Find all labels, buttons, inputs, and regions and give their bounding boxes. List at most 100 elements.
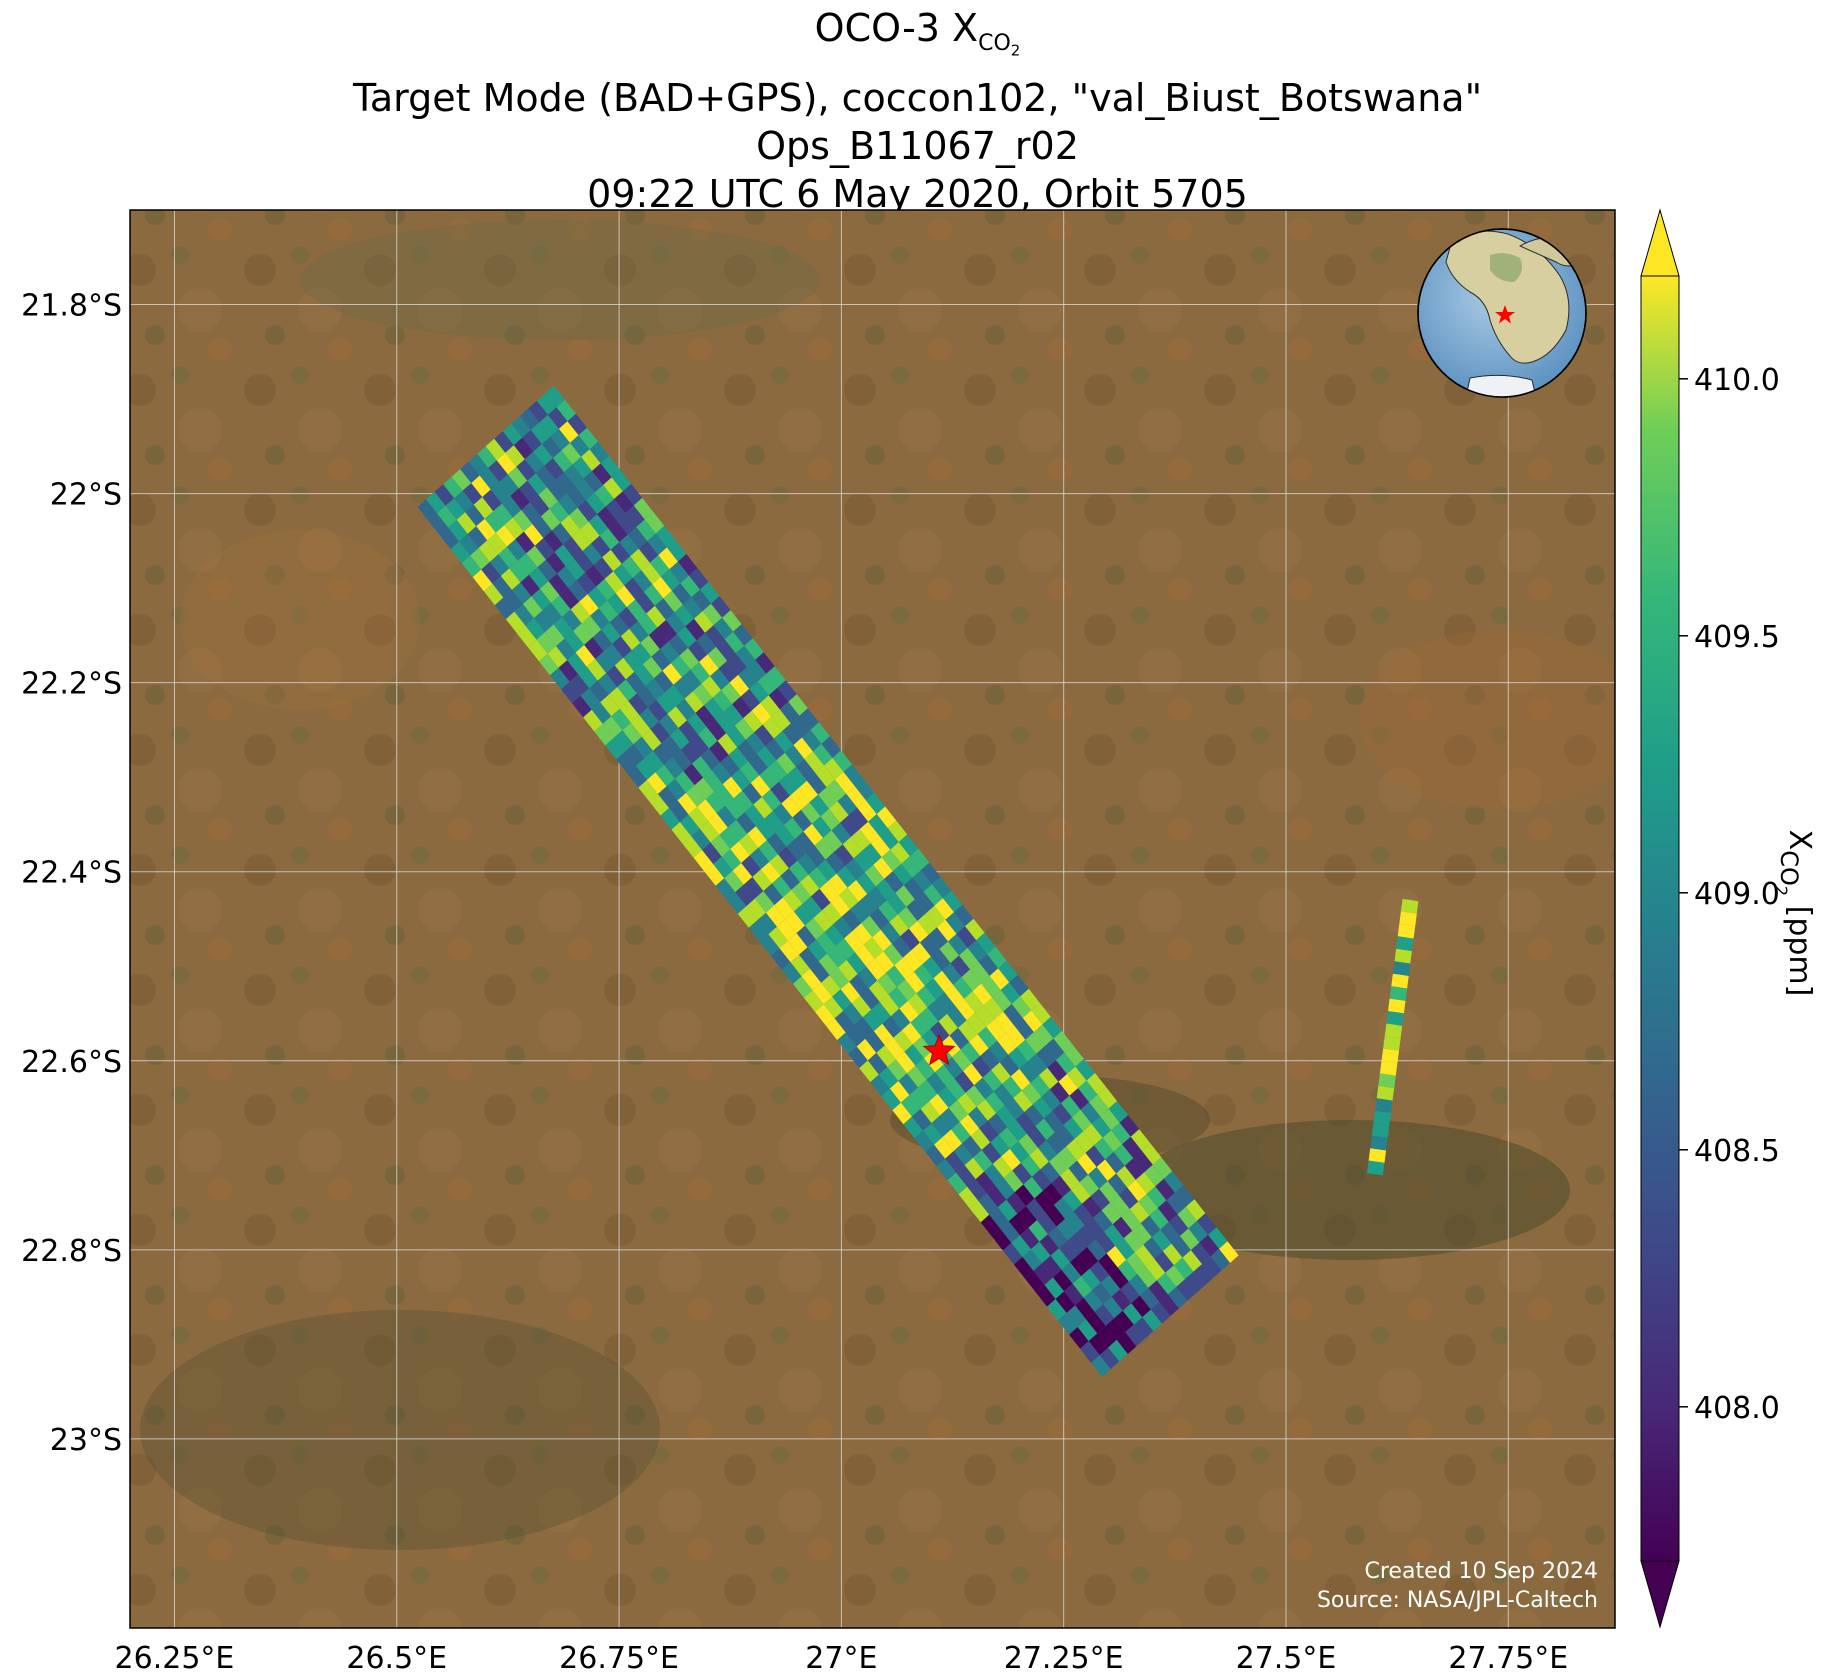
swath-cell — [845, 858, 865, 880]
swath-cell — [760, 861, 781, 884]
swath-cell — [1009, 974, 1029, 997]
swath-cell — [674, 604, 694, 627]
swath-cell — [675, 698, 696, 721]
swath-cell — [832, 989, 852, 1011]
colorbar-tick-label: 408.5 — [1694, 1134, 1780, 1169]
swath-cell — [538, 487, 558, 509]
swath-cell — [704, 864, 725, 886]
swath-cell — [521, 502, 541, 525]
swath-cell — [1370, 1135, 1388, 1151]
swath-cell — [776, 919, 797, 941]
swath-cell — [979, 1120, 999, 1143]
swath-cell — [955, 998, 976, 1021]
swath-cell — [861, 915, 881, 938]
swath-cell — [968, 1106, 988, 1129]
swath-cell — [608, 687, 629, 709]
swath-cell — [732, 696, 752, 719]
swath-cell — [1004, 1098, 1025, 1120]
swath-cell — [1373, 1110, 1391, 1126]
swath-cell — [556, 399, 576, 422]
swath-cell — [1131, 1295, 1151, 1318]
swath-cell — [537, 559, 557, 582]
swath-cell — [724, 631, 745, 654]
swath-cell — [734, 718, 755, 740]
swath-cell — [1046, 1132, 1066, 1155]
swath-cell — [1014, 1018, 1034, 1040]
swath-cell — [1100, 1108, 1120, 1131]
swath-cell — [785, 911, 805, 934]
swath-cell — [969, 1200, 990, 1223]
swath-cell — [743, 710, 763, 733]
swath-cell — [1025, 1198, 1046, 1221]
swath-cell — [843, 764, 864, 786]
swath-cell — [1072, 1276, 1093, 1298]
swath-cell — [1030, 1241, 1051, 1264]
swath-cell — [657, 786, 678, 808]
swath-cell — [812, 743, 833, 766]
swath-cell — [1122, 1303, 1143, 1325]
swath-cell — [1019, 1227, 1040, 1250]
swath-cell — [864, 864, 885, 887]
swath-cell — [1024, 1104, 1044, 1127]
swath-cell — [505, 445, 525, 467]
swath-cell — [493, 503, 513, 526]
swath-cell — [793, 903, 814, 926]
swath-cell — [644, 511, 665, 534]
swath-cell — [916, 985, 936, 1008]
swath-cell — [552, 450, 573, 473]
swath-cell — [596, 579, 616, 601]
swath-cell — [721, 849, 742, 871]
swath-cell — [920, 862, 941, 885]
swath-cell — [1116, 1165, 1136, 1188]
swath-cell — [1113, 1144, 1134, 1166]
swath-cell — [962, 1136, 982, 1158]
swath-cell — [950, 955, 970, 978]
swath-cell — [793, 976, 813, 998]
swath-cell — [804, 990, 824, 1012]
swath-cell — [695, 705, 716, 727]
swath-cell — [482, 489, 502, 512]
swath-cell — [994, 1011, 1015, 1034]
swath-cell — [509, 560, 529, 583]
swath-cell — [1029, 1147, 1049, 1170]
swath-cell — [892, 863, 913, 886]
swath-cell — [536, 632, 556, 654]
swath-cell — [1030, 1075, 1050, 1097]
swath-cell — [646, 772, 667, 794]
swath-cell — [759, 767, 779, 790]
swath-cell — [728, 747, 749, 769]
swath-cell — [535, 465, 556, 488]
swath-cell — [791, 882, 811, 904]
swath-cell — [563, 536, 583, 559]
swath-cell — [1174, 1185, 1195, 1207]
swath-cell — [1036, 1046, 1056, 1068]
swath-cell — [511, 416, 531, 438]
swath-cell — [854, 1017, 874, 1039]
swath-cell — [483, 583, 504, 606]
swath-cell — [970, 1128, 991, 1150]
swath-cell — [983, 997, 1004, 1020]
swath-cell — [1061, 1262, 1082, 1284]
swath-cell — [999, 1054, 1020, 1077]
lon-tick-label: 27.5°E — [1236, 1641, 1337, 1676]
swath-cell — [652, 576, 672, 599]
swath-cell — [502, 423, 523, 446]
swath-cell — [1391, 973, 1409, 989]
swath-cell — [953, 977, 973, 999]
swath-cell — [558, 660, 579, 682]
swath-cell — [693, 683, 713, 706]
swath-cell — [887, 1059, 907, 1081]
lon-tick-label: 26.25°E — [115, 1641, 235, 1676]
swath-cell — [607, 593, 627, 615]
lon-tick-label: 27.25°E — [1004, 1641, 1124, 1676]
swath-cell — [708, 813, 728, 835]
plot-frame — [129, 209, 1616, 1629]
swath-cell — [580, 688, 601, 710]
swath-cell — [688, 568, 709, 590]
swath-cell — [998, 1127, 1019, 1149]
swath-cell — [888, 987, 908, 1009]
swath-cell — [699, 820, 720, 843]
swath-cell — [689, 734, 710, 757]
swath-cell — [931, 1115, 952, 1138]
swath-cell — [625, 505, 645, 528]
